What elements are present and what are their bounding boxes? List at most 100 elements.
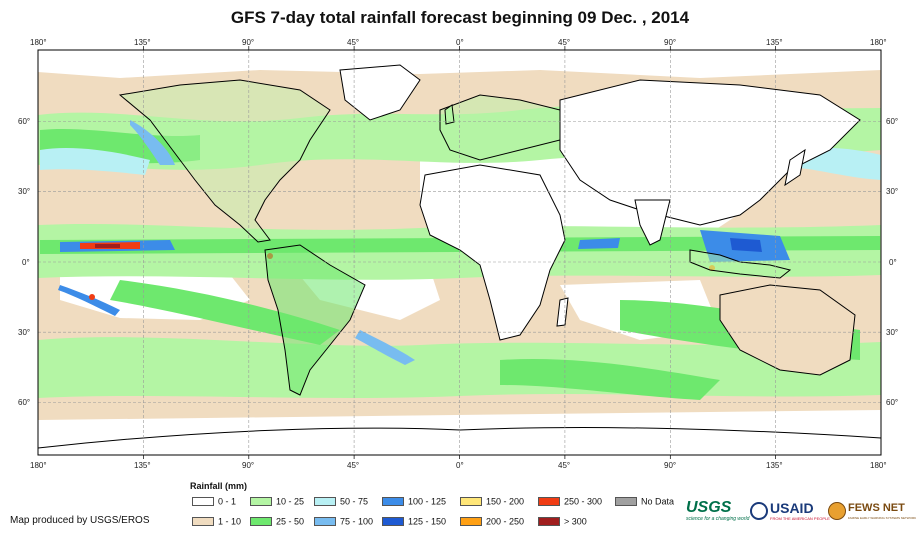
uk-outline xyxy=(444,104,455,125)
indonesia-outline xyxy=(689,249,792,279)
lat-tick-label: 30° xyxy=(886,328,898,337)
lon-labels-top: 180° 135° 90° 45° 0° 45° 90° 135° 180° xyxy=(30,38,887,47)
asia-outline xyxy=(559,79,861,226)
legend-item: 0 - 1 xyxy=(192,496,236,507)
map-title: GFS 7-day total rainfall forecast beginn… xyxy=(230,8,690,27)
lon-tick-label: 45° xyxy=(558,461,570,470)
europe-outline xyxy=(439,94,561,161)
frame-ticks xyxy=(143,46,776,459)
lat-tick-label: 30° xyxy=(18,328,30,337)
lon-tick-label: 90° xyxy=(242,461,254,470)
usaid-seal-icon xyxy=(750,502,768,520)
lat-tick-label: 60° xyxy=(18,117,30,126)
lon-tick-label: 90° xyxy=(664,38,676,47)
india-outline xyxy=(634,199,671,246)
lon-tick-label: 45° xyxy=(347,461,359,470)
greenland-outline xyxy=(339,64,421,121)
legend-label: 125 - 150 xyxy=(408,516,447,527)
lon-tick-label: 135° xyxy=(134,461,151,470)
australia-outline xyxy=(719,284,856,376)
lat-labels-right: 60° 30° 0° 30° 60° xyxy=(886,117,898,407)
legend-swatch xyxy=(460,497,482,507)
legend-swatch xyxy=(460,517,482,527)
legend-item: 1 - 10 xyxy=(192,516,241,527)
lat-tick-label: 60° xyxy=(886,398,898,407)
usgs-logo-tagline: science for a changing world xyxy=(686,516,750,522)
continent-outlines xyxy=(37,64,882,449)
japan-outline xyxy=(784,148,806,187)
lon-tick-label: 90° xyxy=(242,38,254,47)
north-america-outline xyxy=(118,79,331,243)
legend-label: 100 - 125 xyxy=(408,496,447,507)
usaid-logo-wordmark: USAID xyxy=(770,500,814,516)
legend-swatch xyxy=(615,497,637,507)
legend-label: No Data xyxy=(641,496,675,507)
legend-item: 250 - 300 xyxy=(538,496,602,507)
legend-item: 100 - 125 xyxy=(382,496,446,507)
lat-tick-label: 0° xyxy=(22,258,30,267)
lon-tick-label: 135° xyxy=(134,38,151,47)
legend-swatch xyxy=(192,517,214,527)
legend-label: 200 - 250 xyxy=(486,516,525,527)
legend-item: 150 - 200 xyxy=(460,496,524,507)
legend-label: 1 - 10 xyxy=(218,516,242,527)
legend-swatch xyxy=(382,517,404,527)
legend-label: 0 - 1 xyxy=(218,496,237,507)
lon-tick-label: 180° xyxy=(870,461,887,470)
fews-net-logo: FEWS NET FAMINE EARLY WARNING SYSTEMS NE… xyxy=(828,500,916,526)
lon-tick-label: 180° xyxy=(30,461,47,470)
legend-label: 150 - 200 xyxy=(486,496,525,507)
legend-label: 250 - 300 xyxy=(564,496,603,507)
south-america-outline xyxy=(264,244,366,396)
legend-label: 75 - 100 xyxy=(340,516,374,527)
fews-net-logo-tagline: FAMINE EARLY WARNING SYSTEMS NETWORK xyxy=(848,516,917,520)
legend-swatch xyxy=(250,497,272,507)
lon-tick-label: 135° xyxy=(766,38,783,47)
lat-tick-label: 60° xyxy=(18,398,30,407)
usgs-logo-wordmark: USGS xyxy=(686,499,732,516)
usaid-logo: USAID FROM THE AMERICAN PEOPLE xyxy=(750,500,830,526)
lon-tick-label: 180° xyxy=(870,38,887,47)
lon-labels-bottom: 180° 135° 90° 45° 0° 45° 90° 135° 180° xyxy=(30,461,887,470)
legend-label: > 300 xyxy=(564,516,587,527)
africa-outline xyxy=(419,164,566,341)
legend-swatch xyxy=(314,517,336,527)
legend-item: 25 - 50 xyxy=(250,516,304,527)
legend-label: 25 - 50 xyxy=(276,516,305,527)
lat-labels-left: 60° 30° 0° 30° 60° xyxy=(18,117,30,407)
legend-swatch xyxy=(250,517,272,527)
lat-tick-label: 60° xyxy=(886,117,898,126)
fews-net-logo-wordmark: FEWS NET xyxy=(848,502,905,514)
legend-item: No Data xyxy=(615,496,674,507)
map-credit: Map produced by USGS/EROS xyxy=(10,515,150,526)
legend-swatch xyxy=(192,497,214,507)
lon-tick-label: 90° xyxy=(664,461,676,470)
legend-title: Rainfall (mm) xyxy=(190,481,248,491)
legend-item: 75 - 100 xyxy=(314,516,373,527)
lat-tick-label: 30° xyxy=(18,187,30,196)
legend-label: 50 - 75 xyxy=(340,496,369,507)
usgs-logo: USGS science for a changing world xyxy=(686,499,750,526)
graticule xyxy=(38,50,881,455)
lon-tick-label: 0° xyxy=(456,38,464,47)
antarctica-outline xyxy=(37,427,882,449)
lon-tick-label: 45° xyxy=(558,38,570,47)
lon-tick-label: 0° xyxy=(456,461,464,470)
legend-item: 125 - 150 xyxy=(382,516,446,527)
lon-tick-label: 45° xyxy=(347,38,359,47)
usaid-logo-tagline: FROM THE AMERICAN PEOPLE xyxy=(770,516,830,521)
lat-tick-label: 30° xyxy=(886,187,898,196)
fews-net-emblem-icon xyxy=(828,502,846,520)
legend-item: 10 - 25 xyxy=(250,496,304,507)
legend-swatch xyxy=(538,517,560,527)
lon-tick-label: 135° xyxy=(766,461,783,470)
legend-swatch xyxy=(314,497,336,507)
legend-swatch xyxy=(538,497,560,507)
lon-tick-label: 180° xyxy=(30,38,47,47)
legend-item: 50 - 75 xyxy=(314,496,368,507)
lat-tick-label: 0° xyxy=(889,258,897,267)
legend-item: 200 - 250 xyxy=(460,516,524,527)
legend-label: 10 - 25 xyxy=(276,496,305,507)
legend-item: > 300 xyxy=(538,516,587,527)
